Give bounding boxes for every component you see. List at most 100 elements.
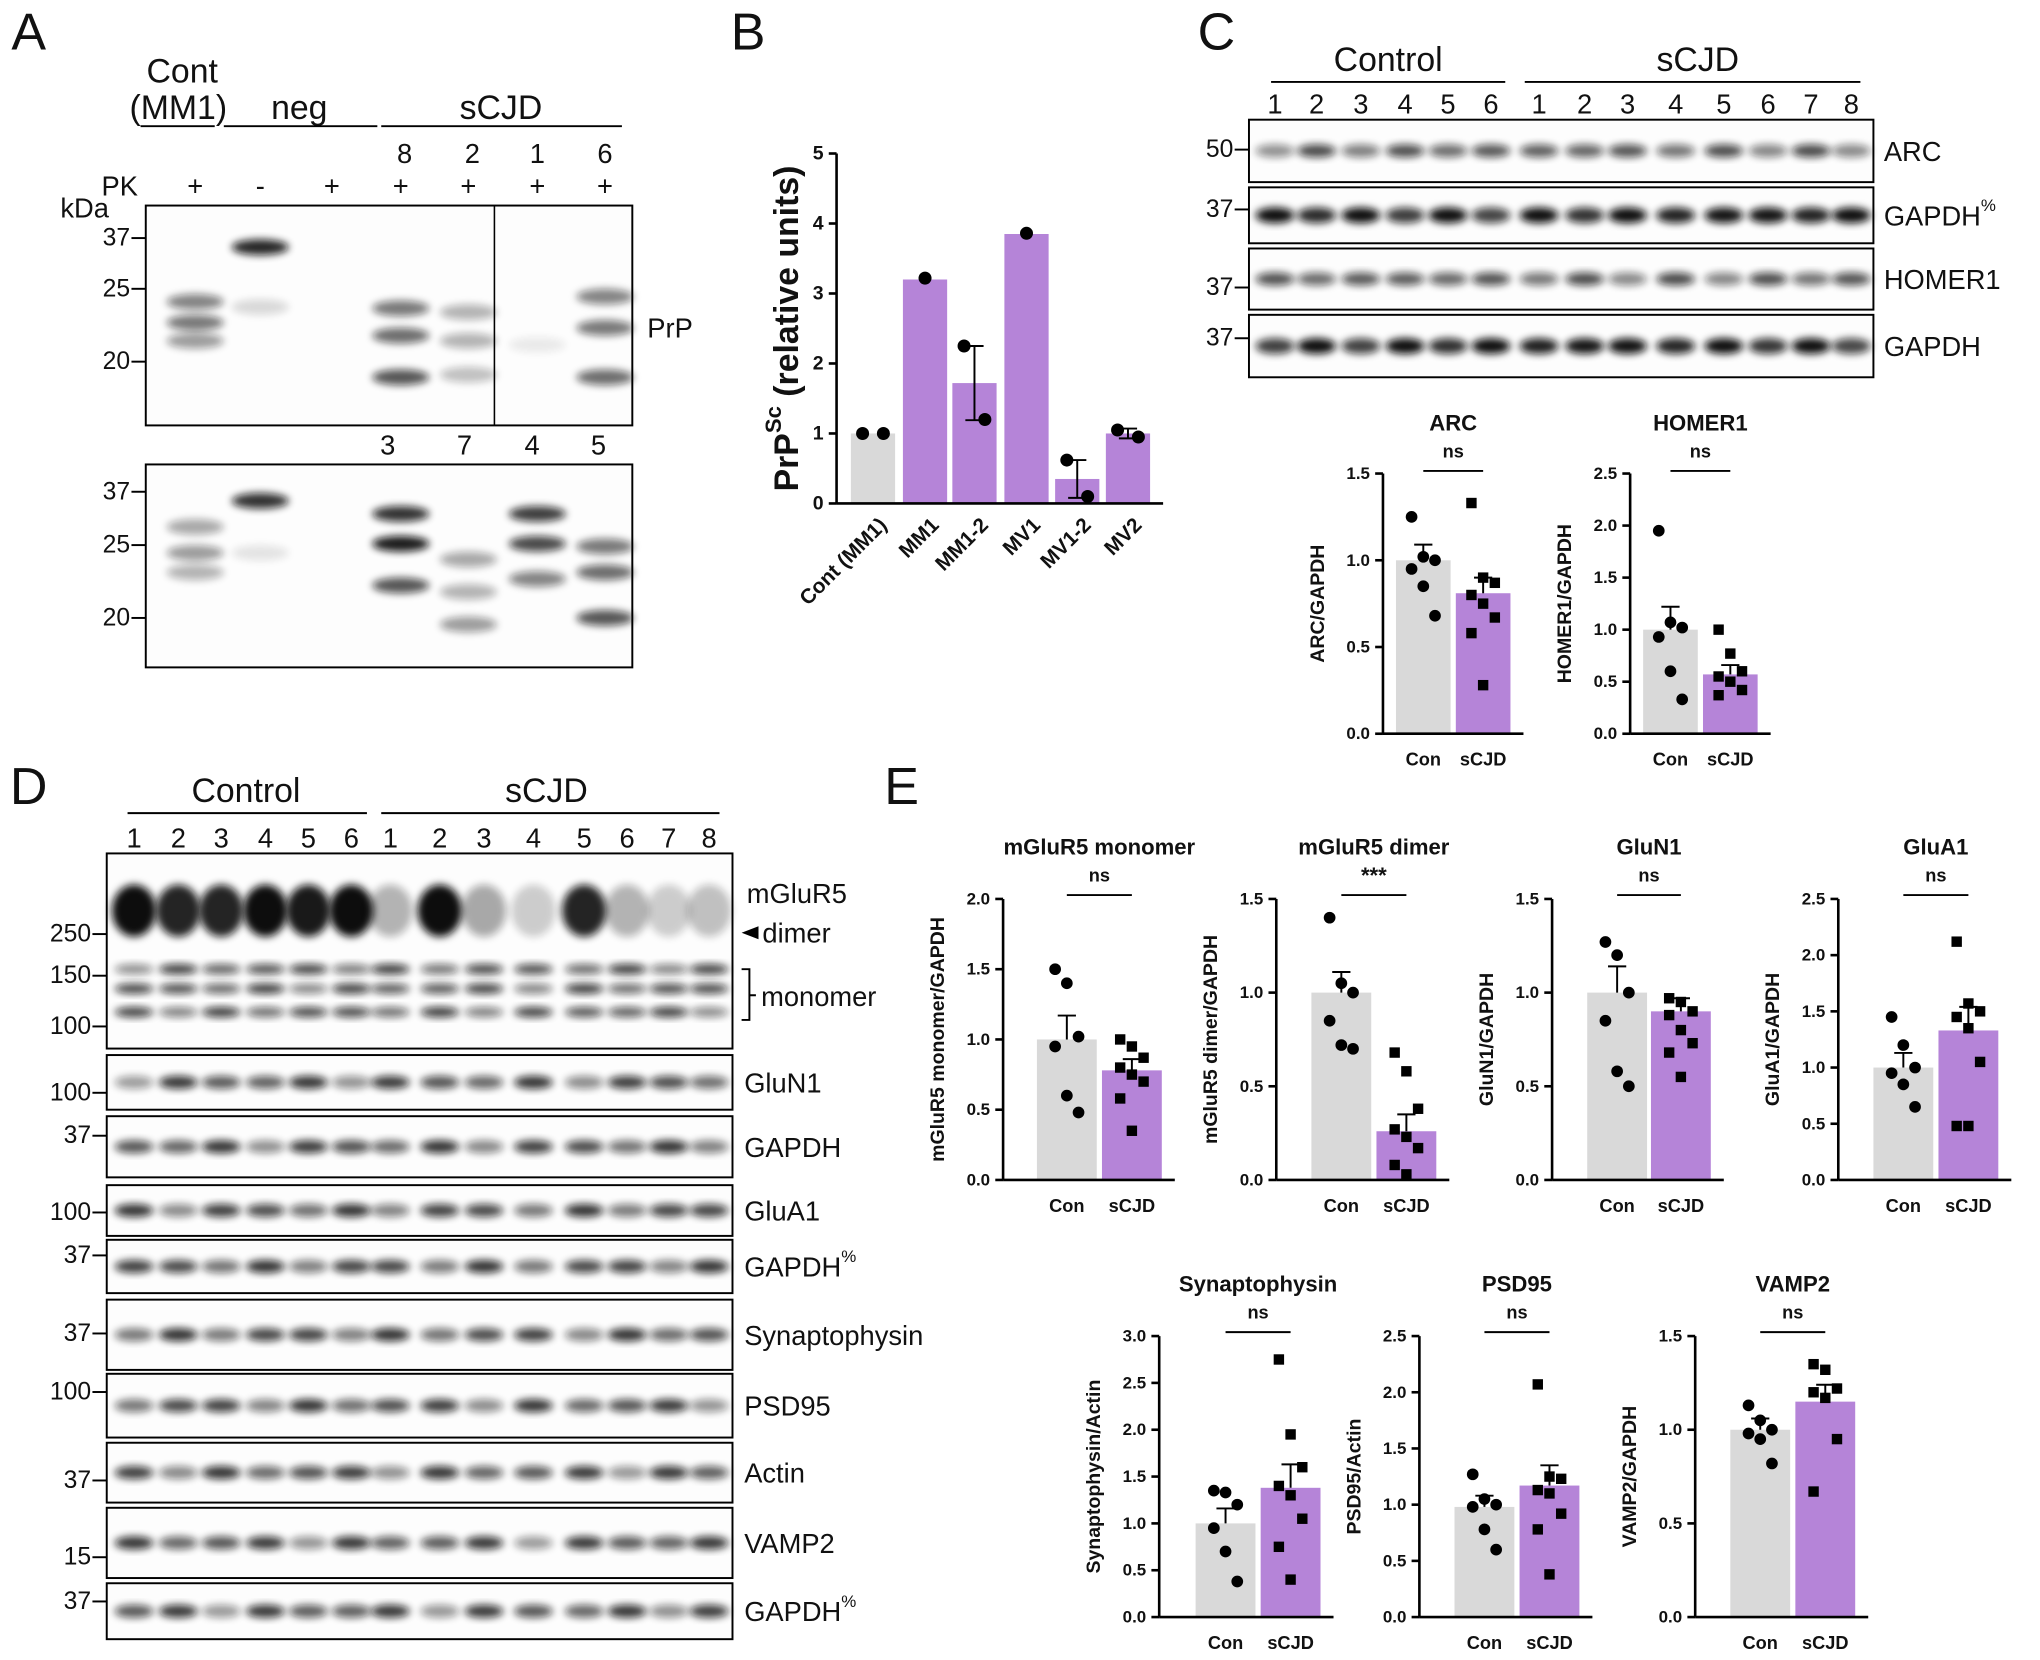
data-point [1477, 598, 1489, 609]
blot-band [464, 1075, 504, 1089]
x-tick-label: Con [1743, 1633, 1778, 1653]
y-tick-label: 0.5 [1240, 1077, 1264, 1096]
band-label: GAPDH [744, 1131, 841, 1162]
data-point [1725, 648, 1736, 659]
band-label-text: GluN1 [744, 1067, 821, 1098]
blot-band [439, 333, 498, 349]
data-point [1072, 1106, 1085, 1119]
data-point [1412, 1103, 1424, 1114]
lane-number: 3 [1353, 89, 1368, 120]
blot-band [1255, 272, 1295, 286]
blot-band [562, 884, 607, 937]
blot-band [331, 1604, 371, 1618]
bar [1587, 992, 1648, 1180]
data-point [1114, 1062, 1126, 1073]
kda-label: kDa [60, 193, 109, 224]
blot-band [649, 1328, 689, 1342]
blot-band [1385, 144, 1425, 158]
group-label: Control [191, 772, 300, 810]
data-point [1885, 1067, 1898, 1080]
data-point [1323, 911, 1336, 924]
blot-band [158, 1006, 198, 1018]
x-tick-label: MV2 [1100, 514, 1147, 561]
lane-number: 2 [1309, 89, 1324, 120]
y-tick-label: 0.0 [1594, 724, 1618, 743]
significance-label: ns [1925, 866, 1946, 886]
blot-band [461, 884, 507, 937]
band-label-text: HOMER1 [1884, 264, 2001, 295]
blot-band [564, 1536, 604, 1550]
x-tick-label: Con [1049, 1196, 1084, 1216]
blot-band [288, 1399, 328, 1413]
blot-band [1297, 338, 1337, 354]
blot-band [420, 963, 460, 975]
blot-band [370, 1140, 410, 1154]
blot-band [231, 545, 289, 561]
data-point [1599, 1014, 1612, 1027]
blot-band [114, 1075, 154, 1089]
blot-band [1748, 207, 1788, 224]
y-tick-label: 1.0 [1240, 983, 1264, 1002]
error-bar [1216, 1507, 1235, 1524]
blot-band [564, 1075, 604, 1089]
lane-number: 1 [1531, 89, 1546, 120]
kda-marker: 37 [64, 1320, 91, 1347]
blot-band [649, 1006, 689, 1018]
y-tick-label: 0.5 [1123, 1561, 1147, 1580]
blot-band [576, 288, 634, 305]
data-point [1219, 1486, 1232, 1499]
blot-band [607, 1140, 647, 1154]
data-point [1490, 1498, 1502, 1511]
blot-band [1565, 338, 1605, 354]
blot-band [513, 1466, 553, 1480]
y-tick-label: 1.5 [1123, 1467, 1147, 1486]
blot-band [564, 1604, 604, 1618]
data-point [1675, 1024, 1687, 1036]
bar [1650, 1011, 1711, 1180]
blot-band [576, 610, 634, 626]
y-axis-label: GluN1/GAPDH [1476, 973, 1498, 1106]
band-label-text: ARC [1884, 135, 1942, 166]
blot-band [331, 1204, 371, 1218]
kda-marker: 100 [50, 1013, 91, 1040]
blot-band [513, 983, 553, 994]
kda-marker: 37 [64, 1242, 91, 1269]
band-label-text: GAPDH [744, 1131, 841, 1162]
blot-band [508, 336, 566, 353]
blot-band [372, 535, 430, 552]
y-tick-label: 2.5 [1383, 1327, 1407, 1346]
data-point [1611, 949, 1623, 962]
blot-band [158, 1204, 198, 1218]
blot-band [1608, 338, 1648, 354]
blot-band [201, 1259, 241, 1273]
data-point [1897, 1039, 1910, 1051]
kda-marker: 100 [50, 1079, 91, 1106]
data-point [1974, 1006, 1986, 1017]
error-bar [1057, 1014, 1076, 1040]
data-point [1297, 1461, 1308, 1473]
y-axis-label: GluA1/GAPDH [1762, 973, 1784, 1106]
sample-number: 4 [525, 429, 540, 460]
blot-band [1471, 207, 1511, 224]
blot-band [420, 983, 460, 994]
y-tick-label: 2.5 [1594, 464, 1618, 483]
lane-number: 4 [1668, 89, 1683, 120]
kda-marker: 250 [50, 921, 91, 948]
data-point [1049, 963, 1061, 976]
data-point [1766, 1457, 1778, 1470]
y-tick-label: 0.0 [1123, 1608, 1147, 1627]
lane-number: 1 [1267, 89, 1282, 120]
blot-band [439, 584, 498, 600]
x-tick-label: Con [1467, 1633, 1502, 1653]
blot-band [564, 1328, 604, 1342]
blot-band [114, 1604, 154, 1618]
blot-band [158, 983, 198, 994]
blot-band [201, 1536, 241, 1550]
y-tick-label: 1.0 [1383, 1495, 1407, 1514]
blot-band [1608, 272, 1648, 286]
blot-band [1385, 207, 1425, 224]
y-tick-label: 0.5 [1594, 672, 1618, 691]
blot-band [288, 1075, 328, 1089]
blot-band [1297, 272, 1337, 286]
blot-band [331, 1399, 371, 1413]
